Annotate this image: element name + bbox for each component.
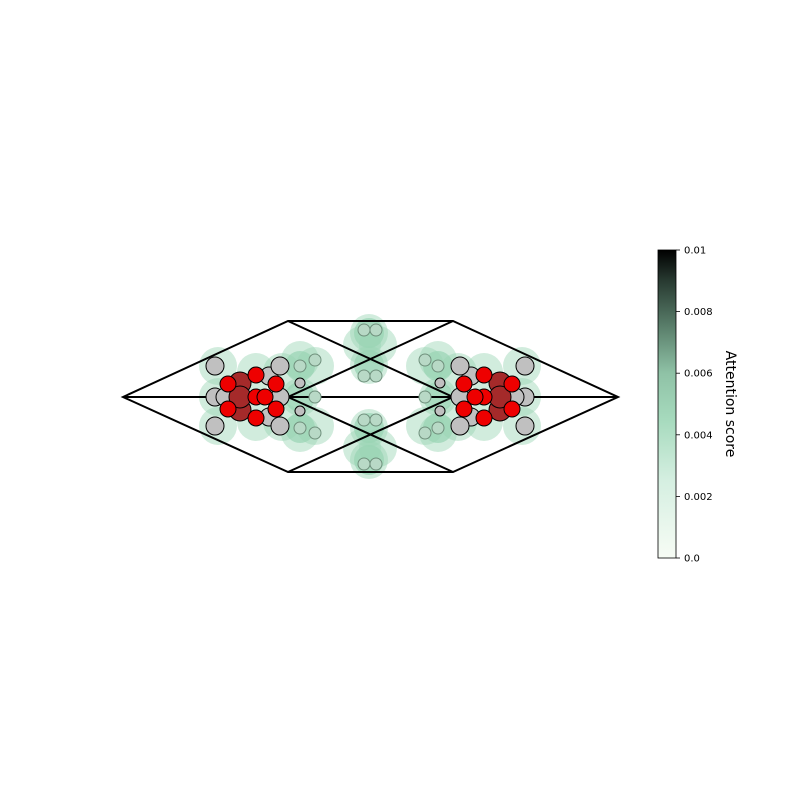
colorbar-tick-label: 0.006: [684, 369, 713, 380]
atom-faded: [418, 426, 432, 440]
atom-red: [267, 400, 285, 418]
atom-gray: [450, 416, 470, 436]
atom-faded: [418, 353, 432, 367]
atom-gray: [270, 356, 290, 376]
atom-faded: [293, 421, 307, 435]
atom-red: [219, 375, 237, 393]
atom-red: [219, 400, 237, 418]
atom-faded: [308, 426, 322, 440]
atom-faded: [293, 359, 307, 373]
colorbar-ticks: 0.0 0.002 0.004 0.006 0.008 0.01: [676, 246, 713, 565]
atom-faded: [369, 369, 383, 383]
atom-red: [503, 375, 521, 393]
atom-gray-small: [294, 377, 306, 389]
atom-gray: [450, 356, 470, 376]
atoms: [205, 323, 535, 471]
atom-red: [256, 388, 274, 406]
atom-red: [466, 388, 484, 406]
atom-faded: [431, 359, 445, 373]
atom-gray: [515, 356, 535, 376]
atom-faded: [369, 457, 383, 471]
colorbar-tick-label: 0.0: [684, 554, 700, 565]
atom-faded: [308, 390, 322, 404]
atom-faded: [418, 390, 432, 404]
atom-faded: [357, 457, 371, 471]
colorbar-tick-label: 0.002: [684, 492, 713, 503]
colorbar: 0.0 0.002 0.004 0.006 0.008 0.01 Attention sc…: [657, 246, 738, 565]
atom-faded: [431, 421, 445, 435]
atom-red: [247, 409, 265, 427]
atom-faded: [308, 353, 322, 367]
atom-gray: [515, 416, 535, 436]
atom-red: [247, 366, 265, 384]
atom-faded: [357, 323, 371, 337]
atom-red: [475, 409, 493, 427]
atom-faded: [369, 323, 383, 337]
atom-gray: [270, 416, 290, 436]
atom-faded: [357, 413, 371, 427]
colorbar-tick-label: 0.004: [684, 430, 713, 441]
atom-red: [267, 375, 285, 393]
colorbar-tick-label: 0.008: [684, 307, 713, 318]
atom-red: [455, 375, 473, 393]
colorbar-gradient: [657, 249, 677, 559]
atom-gray-small: [294, 405, 306, 417]
atom-faded: [357, 369, 371, 383]
atom-gray: [205, 356, 225, 376]
atom-gray-small: [434, 377, 446, 389]
atom-red: [455, 400, 473, 418]
colorbar-tick-label: 0.01: [684, 246, 706, 257]
atom-gray: [205, 416, 225, 436]
atom-gray-small: [434, 405, 446, 417]
atom-red: [503, 400, 521, 418]
atom-faded: [369, 413, 383, 427]
colorbar-label: Attention score: [722, 351, 738, 458]
atom-red: [475, 366, 493, 384]
